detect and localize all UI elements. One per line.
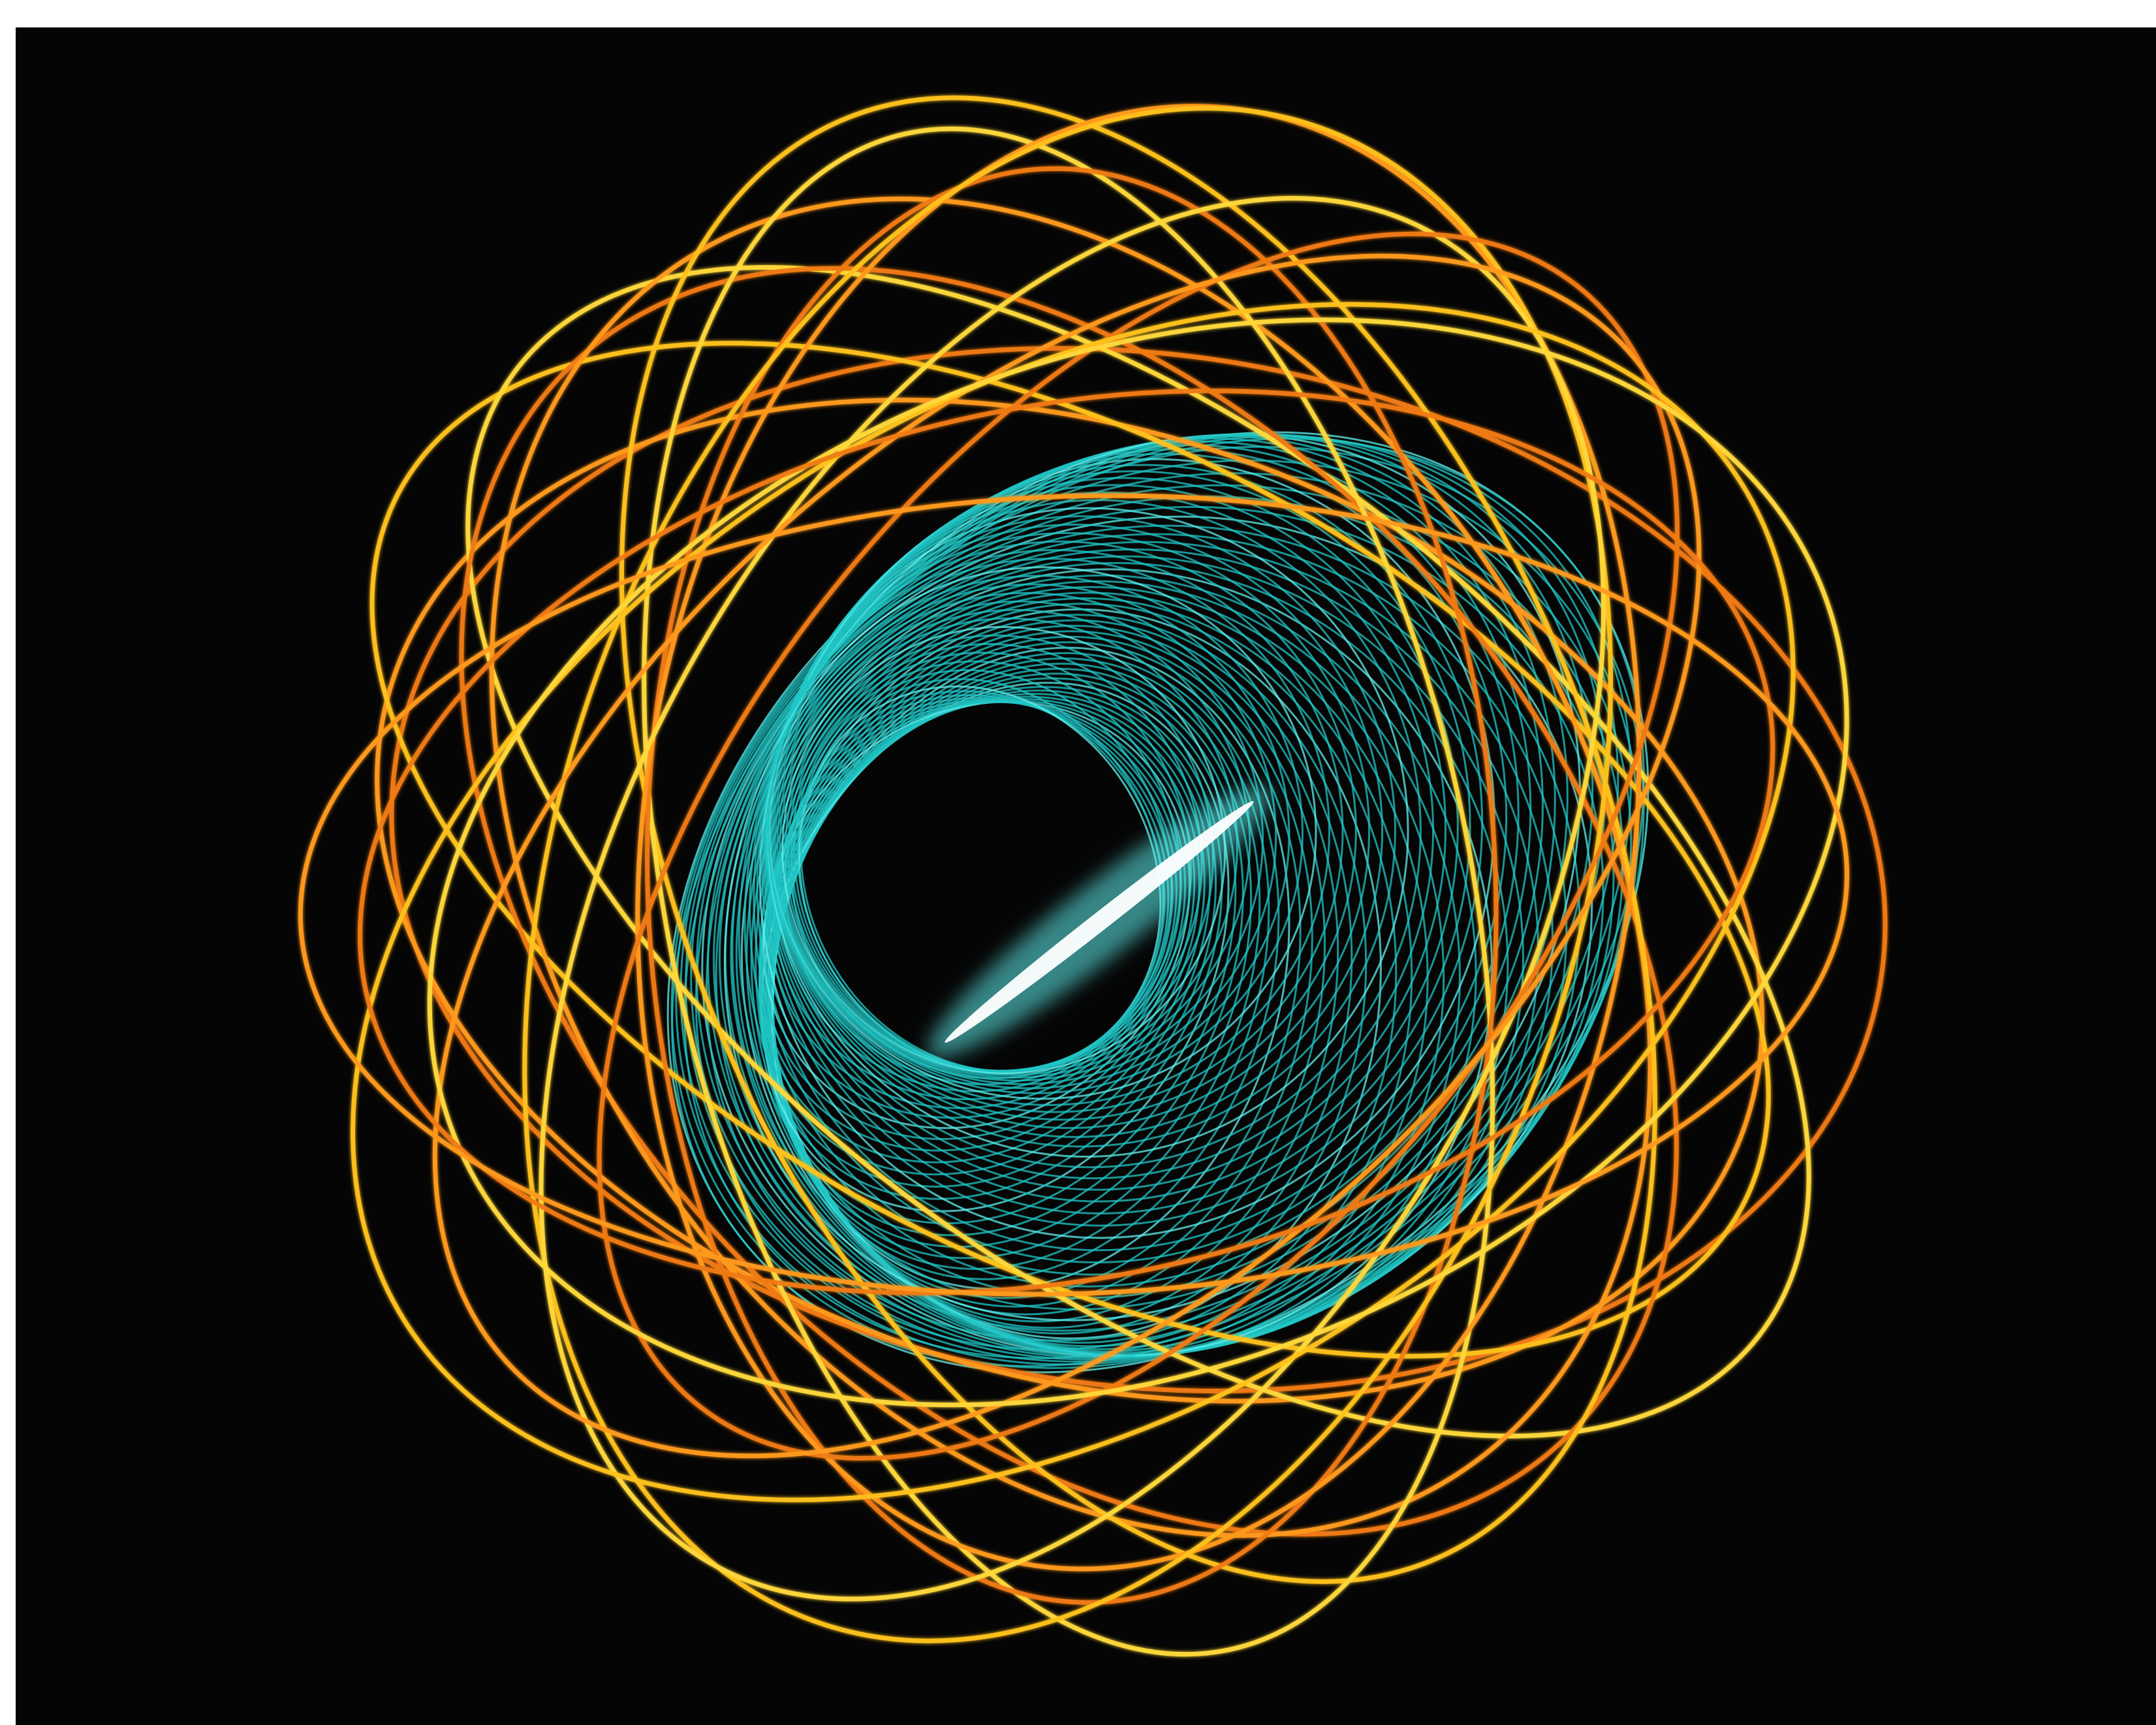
orange-orbit-loop (298, 493, 1850, 1297)
orange-orbit-loop (432, 253, 1702, 1459)
cyan-mesh-ring (723, 434, 1581, 1321)
orange-orbit-loop (522, 106, 1613, 1643)
orange-orbit-loop (642, 126, 1495, 1657)
cyan-mesh-ring (766, 515, 1396, 1148)
cyan-mesh-ring (759, 686, 1223, 1200)
orange-orbit-loop (369, 341, 1771, 1359)
cyan-mesh-ring (738, 437, 1556, 1299)
cyan-mesh-ring (763, 673, 1244, 1237)
orange-orbit-loop (427, 317, 1849, 1408)
cyan-mesh-ring (790, 652, 1192, 1072)
orange-orbit-loop (358, 388, 1775, 1295)
orange-orbit-loop (375, 398, 1765, 1404)
cyan-mesh-ring (787, 642, 1203, 1073)
light-trace-artwork (298, 95, 1888, 1657)
cyan-mesh-ring (706, 433, 1606, 1342)
orange-orbit-loop (597, 231, 1680, 1461)
photograph-frame (16, 27, 2156, 1725)
orange-orbit-loops (298, 95, 1888, 1657)
cyan-mesh-ring (683, 435, 1633, 1359)
cyan-mesh-ring (765, 701, 1187, 1119)
cyan-mesh-ring (768, 701, 1182, 1109)
cyan-mesh-ring (730, 555, 1524, 1357)
cyan-mesh-ring (784, 634, 1214, 1073)
cyan-mesh-ring (781, 625, 1226, 1075)
orange-orbit-loop (459, 266, 1679, 1537)
cyan-mesh-ring (772, 592, 1277, 1085)
orange-orbit-loop (351, 302, 1796, 1502)
cyan-helical-mesh (666, 431, 1649, 1374)
core-streak (945, 800, 1254, 1043)
cyan-mesh-ring (695, 434, 1619, 1351)
orange-orbit-loop (539, 196, 1606, 1602)
orange-orbit-loop (489, 197, 1653, 1538)
orange-orbit-loop (619, 95, 1657, 1584)
central-bright-core (928, 786, 1271, 1058)
cyan-mesh-ring (779, 617, 1238, 1077)
orange-orbit-loop (389, 345, 1888, 1394)
cyan-mesh-ring (770, 583, 1290, 1090)
cyan-mesh-ring (671, 437, 1645, 1367)
cyan-mesh-ring (760, 699, 1196, 1141)
cyan-mesh-ring (759, 698, 1200, 1152)
cyan-mesh-ring (731, 435, 1569, 1310)
